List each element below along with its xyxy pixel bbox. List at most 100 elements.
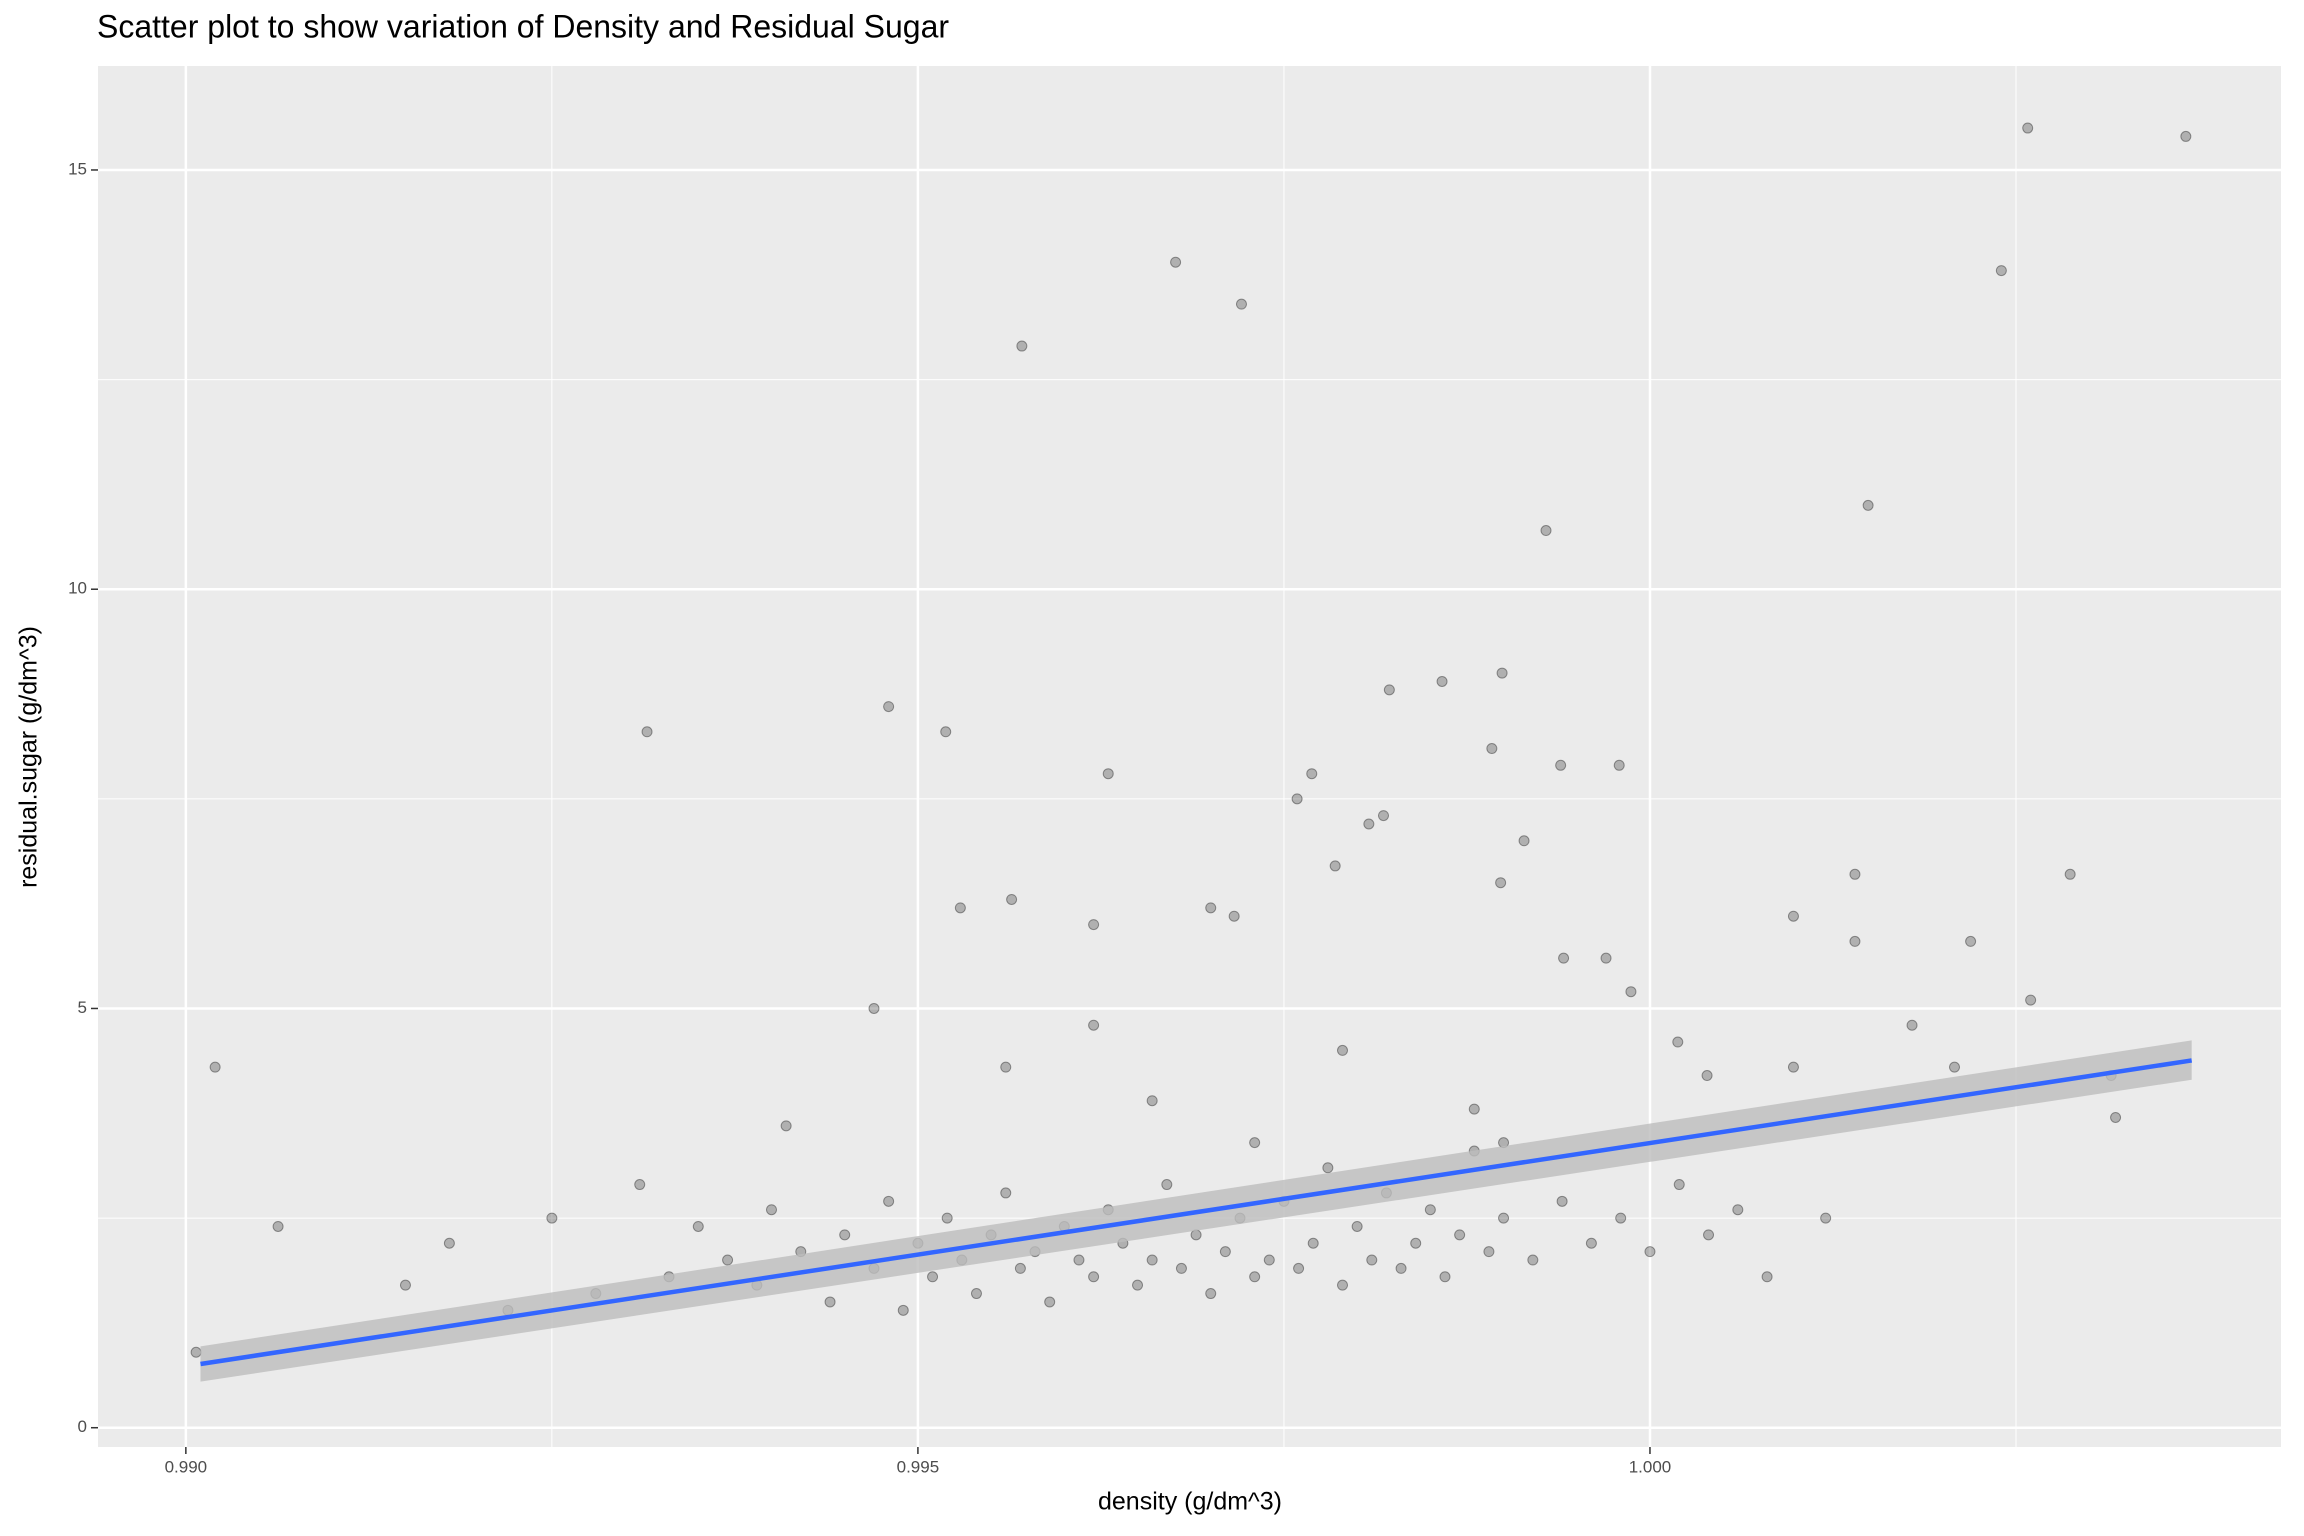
point: [1995, 265, 2007, 277]
y-tick-label: 5: [78, 998, 87, 1017]
point: [1132, 1279, 1144, 1291]
point: [1377, 810, 1389, 822]
point: [1249, 1271, 1261, 1283]
x-tick-label: 0.995: [897, 1457, 940, 1476]
point: [1701, 1070, 1713, 1082]
point: [1600, 952, 1612, 964]
point: [1016, 340, 1028, 352]
y-axis-label: residual.sugar (g/dm^3): [15, 626, 43, 888]
x-tick-label: 0.990: [165, 1457, 208, 1476]
point: [1205, 1288, 1217, 1300]
point: [1849, 868, 1861, 880]
point: [1383, 684, 1395, 696]
point: [1337, 1279, 1349, 1291]
y-tick-label: 10: [68, 579, 87, 598]
point: [1161, 1179, 1173, 1191]
point: [1949, 1061, 1961, 1073]
point: [692, 1220, 704, 1232]
point: [940, 726, 952, 738]
point: [1306, 768, 1318, 780]
point: [1787, 1061, 1799, 1073]
point: [1556, 1195, 1568, 1207]
point: [1190, 1229, 1202, 1241]
point: [1293, 1262, 1305, 1274]
point: [1965, 935, 1977, 947]
point: [1102, 768, 1114, 780]
point: [1849, 935, 1861, 947]
point: [1439, 1271, 1451, 1283]
point: [1249, 1137, 1261, 1149]
point: [722, 1254, 734, 1266]
point: [1000, 1061, 1012, 1073]
point: [2022, 122, 2034, 134]
point: [883, 1195, 895, 1207]
point: [1732, 1204, 1744, 1216]
point: [1044, 1296, 1056, 1308]
point: [927, 1271, 939, 1283]
point: [1906, 1019, 1918, 1031]
point: [1673, 1179, 1685, 1191]
x-tick-label: 1.000: [1629, 1457, 1672, 1476]
point: [1337, 1044, 1349, 1056]
point: [443, 1237, 455, 1249]
point: [1558, 952, 1570, 964]
point: [941, 1212, 953, 1224]
point: [209, 1061, 221, 1073]
point: [970, 1288, 982, 1300]
point: [1006, 893, 1018, 905]
point: [1703, 1229, 1715, 1241]
point: [1496, 667, 1508, 679]
point: [1424, 1204, 1436, 1216]
point: [399, 1279, 411, 1291]
chart-title: Scatter plot to show variation of Densit…: [97, 8, 949, 44]
point: [2180, 130, 2192, 142]
point: [1146, 1254, 1158, 1266]
y-tick-label: 15: [68, 159, 87, 178]
fit-line: [200, 1058, 2193, 1367]
point: [765, 1204, 777, 1216]
x-axis-label: density (g/dm^3): [1098, 1488, 1282, 1516]
point: [897, 1304, 909, 1316]
point: [1410, 1237, 1422, 1249]
point: [1518, 835, 1530, 847]
point: [1291, 793, 1303, 805]
point: [1235, 298, 1247, 310]
point: [1436, 675, 1448, 687]
point: [1363, 818, 1375, 830]
point: [1088, 919, 1100, 931]
point: [634, 1179, 646, 1191]
point: [2110, 1111, 2122, 1123]
point: [2064, 868, 2076, 880]
point: [1498, 1212, 1510, 1224]
point: [1366, 1254, 1378, 1266]
point: [641, 726, 653, 738]
point: [1205, 902, 1217, 914]
point: [1322, 1162, 1334, 1174]
point: [1228, 910, 1240, 922]
point: [1486, 743, 1498, 755]
point: [2025, 994, 2037, 1006]
point: [1395, 1262, 1407, 1274]
point: [1329, 860, 1341, 872]
point: [1175, 1262, 1187, 1274]
point: [824, 1296, 836, 1308]
point: [780, 1120, 792, 1132]
point: [1351, 1220, 1363, 1232]
point: [1483, 1246, 1495, 1258]
point: [1454, 1229, 1466, 1241]
point: [839, 1229, 851, 1241]
point: [1625, 986, 1637, 998]
point: [1555, 759, 1567, 771]
point: [190, 1346, 202, 1358]
plot-background: [98, 66, 2281, 1447]
point: [1146, 1095, 1158, 1107]
point: [1615, 1212, 1627, 1224]
point: [1088, 1271, 1100, 1283]
point: [868, 1002, 880, 1014]
point: [1862, 499, 1874, 511]
point: [1495, 877, 1507, 889]
point: [1170, 256, 1182, 268]
point: [1073, 1254, 1085, 1266]
point: [1787, 910, 1799, 922]
point: [1219, 1246, 1231, 1258]
